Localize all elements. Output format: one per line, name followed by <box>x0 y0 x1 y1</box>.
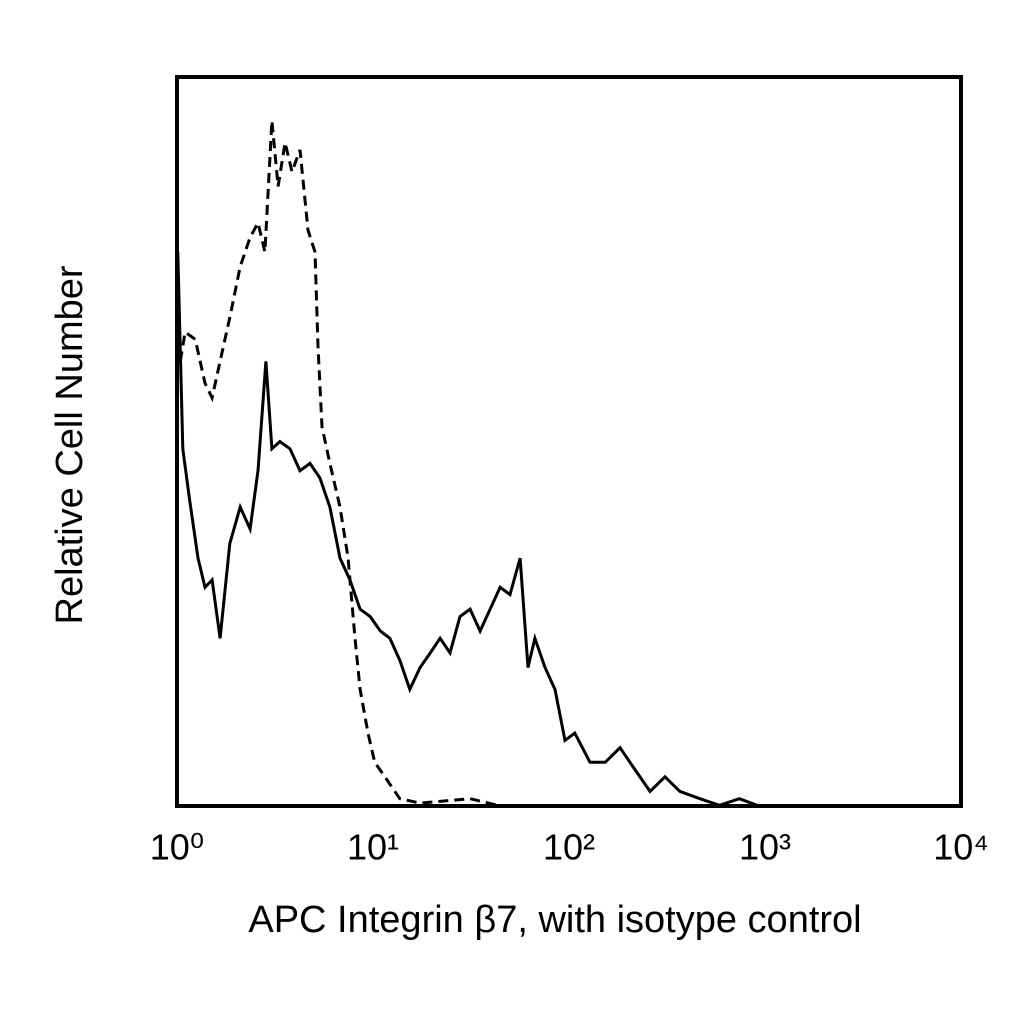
x-axis-label: APC Integrin β7, with isotype control <box>248 899 861 941</box>
plot-frame <box>175 75 963 808</box>
x-tick-label: 10¹ <box>347 827 399 868</box>
y-axis-label: Relative Cell Number <box>49 265 91 624</box>
x-tick-label: 10⁴ <box>933 827 989 868</box>
histogram-line <box>178 120 501 808</box>
x-tick-label: 10³ <box>739 827 791 868</box>
histogram-line <box>176 251 760 808</box>
x-tick-label: 10⁰ <box>150 827 204 868</box>
x-tick-label: 10² <box>543 827 595 868</box>
